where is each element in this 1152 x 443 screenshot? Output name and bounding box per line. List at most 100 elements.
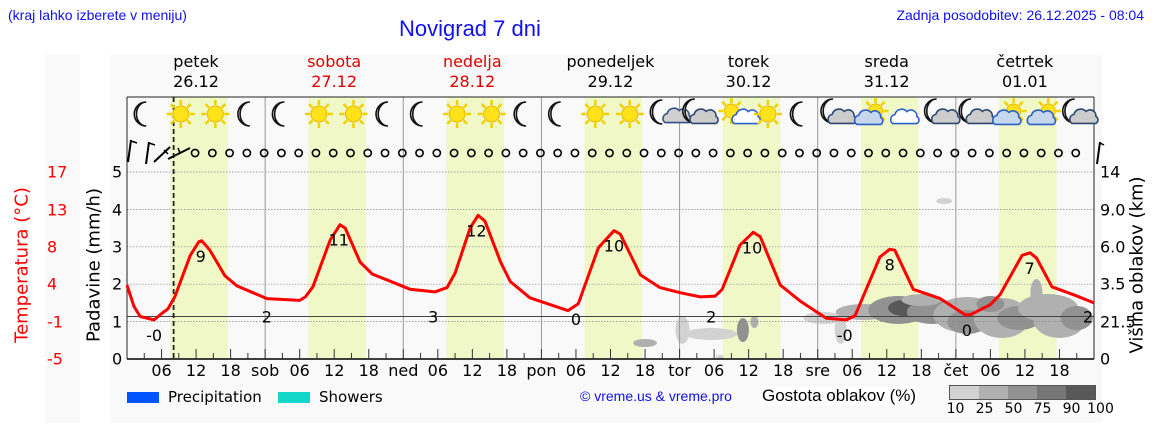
temp-extreme-label: 11: [329, 231, 349, 250]
calm-wind-icon: [725, 148, 735, 158]
x-tick: pon: [526, 361, 557, 380]
sun-cloud-icon: [853, 98, 889, 126]
wind-barb-icon: [145, 141, 150, 165]
calm-wind-icon: [743, 148, 753, 158]
calm-wind-icon: [242, 148, 252, 158]
calm-wind-icon: [846, 148, 856, 158]
calm-wind-icon: [380, 148, 390, 158]
temp-tick: -5: [47, 349, 63, 369]
temp-extreme-label: 2: [706, 308, 716, 327]
x-tick: 06: [703, 361, 725, 380]
temp-extreme-label: 2: [1083, 308, 1093, 327]
x-tick: 18: [358, 361, 379, 380]
sun-icon: [443, 100, 472, 128]
legend-precipitation-label: Precipitation: [168, 388, 262, 406]
sun-cloud-small-icon: [718, 98, 762, 125]
sun-icon: [339, 100, 368, 128]
cloud-density-tick: 90: [1062, 401, 1081, 417]
calm-wind-icon: [363, 148, 373, 158]
calm-wind-icon: [1054, 148, 1063, 158]
temp-extreme-label: 9: [196, 247, 206, 266]
weather-icons-row: [133, 98, 1099, 128]
legend-showers: Showers: [278, 388, 383, 406]
calm-wind-icon: [656, 148, 666, 158]
precipitation-swatch: [127, 391, 159, 403]
legend-showers-label: Showers: [319, 388, 383, 406]
x-tick: 12: [876, 361, 897, 380]
wind-barb-icon: [153, 146, 171, 163]
x-tick: 06: [151, 361, 172, 380]
calm-wind-icon: [639, 148, 649, 158]
day-header: torek 30.12: [680, 52, 818, 92]
precip-tick: 1: [112, 312, 123, 332]
calm-wind-icon: [829, 148, 839, 158]
moon-icon: [789, 101, 803, 127]
calm-wind-icon: [674, 148, 683, 158]
calm-wind-icon: [587, 148, 597, 158]
wind-row: [127, 139, 1105, 165]
calm-wind-icon: [1002, 148, 1012, 158]
cloud-density-swatch: [1037, 386, 1066, 399]
x-tick: 12: [462, 361, 483, 380]
day-name: ponedeljek: [566, 52, 655, 71]
calm-wind-icon: [484, 148, 494, 158]
day-date: 27.12: [311, 72, 358, 91]
calm-wind-icon: [760, 148, 770, 158]
day-date: 28.12: [449, 72, 496, 91]
day-name: sreda: [864, 52, 909, 71]
day-header: ponedeljek 29.12: [541, 52, 679, 92]
sun-cloud-icon: [1026, 98, 1062, 126]
copyright-link[interactable]: © vreme.us & vreme.pro: [580, 388, 732, 404]
x-tick: 18: [220, 361, 241, 380]
temperature-line: [125, 213, 1095, 322]
calm-wind-icon: [328, 148, 338, 158]
cloud-height-tick: 14: [1100, 162, 1121, 182]
cloud-density-swatch: [950, 386, 979, 399]
day-header: četrtek 01.01: [956, 52, 1094, 92]
temp-extreme-label: 7: [1024, 259, 1034, 278]
calm-wind-icon: [432, 148, 442, 158]
calm-wind-icon: [190, 148, 200, 158]
calm-wind-icon: [225, 148, 235, 158]
daylight-band: [722, 97, 781, 359]
calm-wind-icon: [259, 148, 269, 158]
cloud-density-label: Gostota oblakov (%): [760, 386, 919, 406]
x-tick: 06: [565, 361, 587, 380]
calm-wind-icon: [536, 148, 545, 158]
moon-cloud-icon: [923, 98, 961, 125]
calm-wind-icon: [691, 148, 701, 158]
temp-extreme-label: 10: [604, 237, 624, 256]
cloud-density-swatch: [1066, 386, 1095, 399]
calm-wind-icon: [397, 148, 407, 158]
calm-wind-icon: [881, 148, 891, 158]
calm-wind-icon: [518, 148, 528, 158]
temp-extreme-label: 12: [466, 221, 486, 240]
temp-tick: 17: [47, 162, 68, 182]
sun-icon: [581, 100, 610, 128]
sun-icon: [615, 100, 644, 128]
calm-wind-icon: [1036, 148, 1046, 158]
cloud-density-scale-labels: 10 25 50 75 90 100: [941, 401, 1115, 417]
cloud-height-tick: 3.5: [1100, 274, 1126, 294]
x-tick: 06: [980, 361, 1001, 380]
temp-extreme-label: 8: [885, 255, 895, 274]
precip-tick: 0: [112, 349, 123, 369]
moon-cloud-icon: [1061, 98, 1099, 125]
calm-wind-icon: [570, 148, 580, 158]
x-tick: tor: [668, 361, 691, 380]
x-tick: 12: [185, 361, 207, 380]
calm-wind-icon: [984, 148, 994, 158]
day-date: 01.01: [1001, 72, 1048, 91]
day-header: nedelja 28.12: [403, 52, 541, 92]
cloud-density-tick: 75: [1033, 401, 1052, 417]
temp-tick: 13: [47, 200, 68, 220]
calm-wind-icon: [311, 148, 321, 158]
x-tick: 18: [772, 361, 794, 380]
calm-wind-icon: [1019, 148, 1029, 158]
cloud-density-tick: 10: [946, 401, 965, 417]
cloud-height-tick: 6.0: [1100, 237, 1126, 257]
day-date: 29.12: [587, 72, 634, 91]
calm-wind-icon: [415, 148, 424, 158]
calm-wind-icon: [898, 148, 908, 158]
